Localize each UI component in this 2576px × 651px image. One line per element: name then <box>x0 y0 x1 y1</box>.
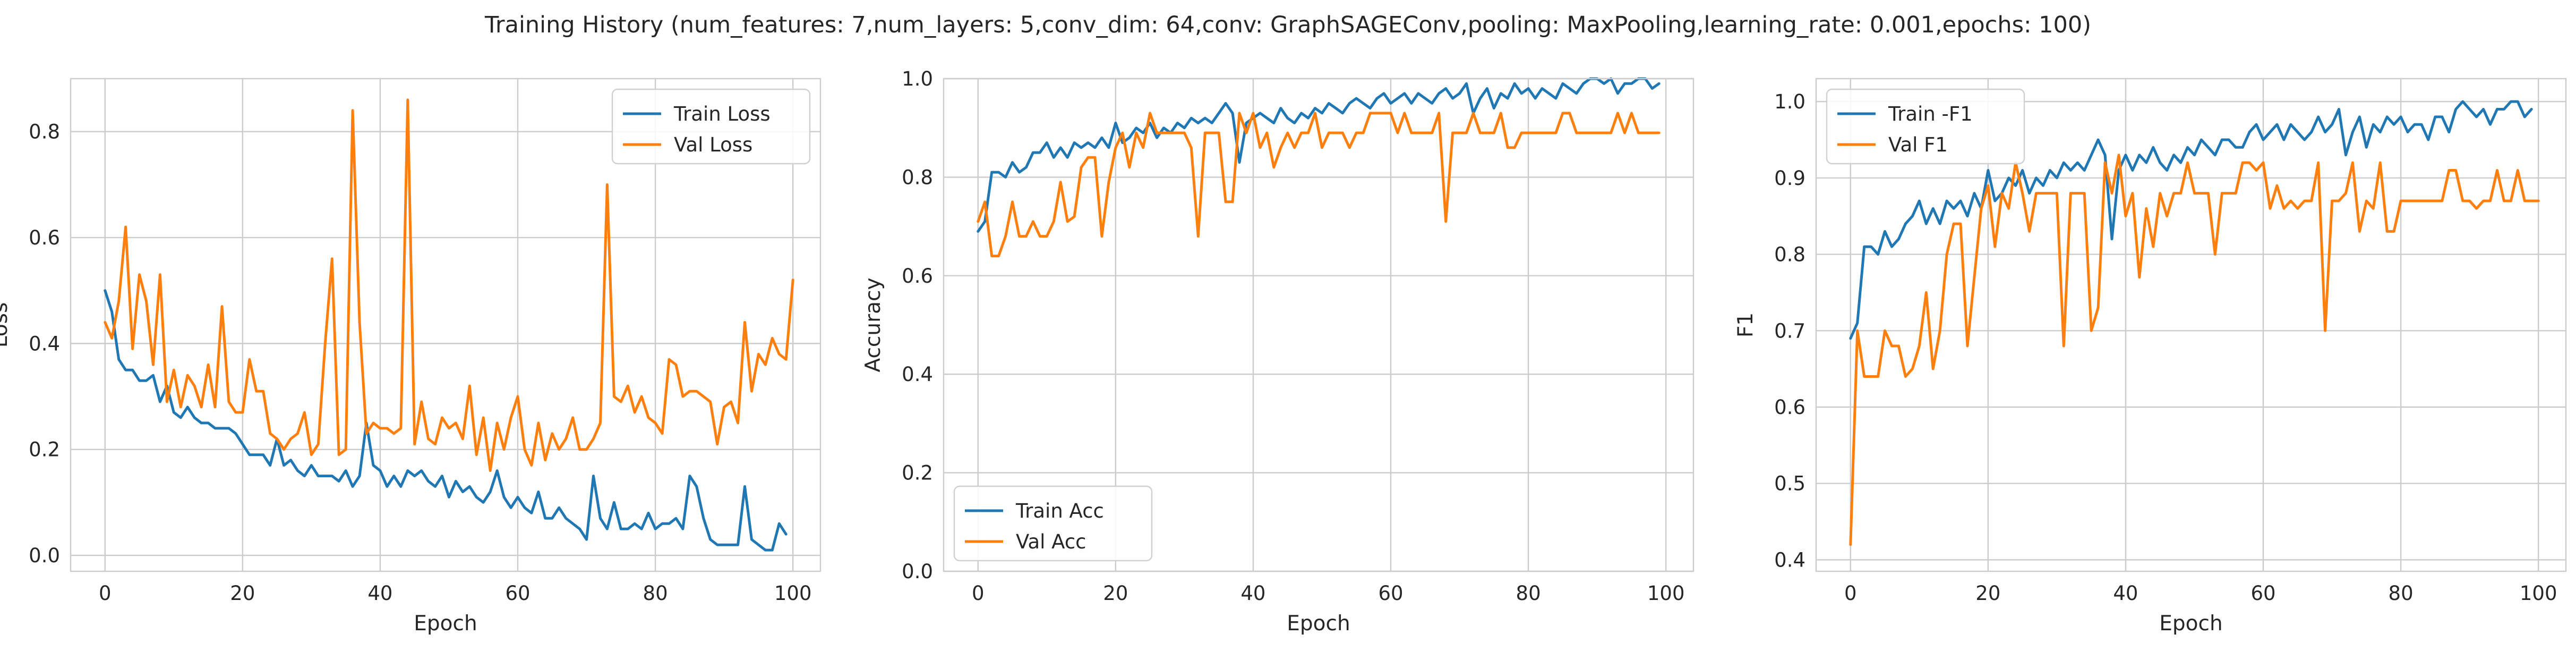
series-line-train <box>104 289 788 552</box>
x-tick-label: 40 <box>1240 582 1265 605</box>
x-tick-label: 80 <box>2389 582 2414 605</box>
y-axis-label: F1 <box>1734 312 1758 337</box>
x-tick-label: 20 <box>1975 582 2000 605</box>
y-tick-label: 0.4 <box>902 363 933 386</box>
series-line-train <box>977 77 1661 233</box>
y-tick-label: 0.2 <box>902 462 933 485</box>
x-tick-label: 0 <box>1844 582 1857 605</box>
x-tick-label: 100 <box>2520 582 2557 605</box>
y-axis-label: Loss <box>0 302 12 348</box>
x-tick-label: 80 <box>1516 582 1541 605</box>
y-tick-label: 0.2 <box>29 438 60 461</box>
legend-entry-label: Val Loss <box>674 133 752 156</box>
series-line-val <box>1849 154 2540 546</box>
x-tick-label: 100 <box>1647 582 1685 605</box>
legend: Train Acc Val Acc <box>953 485 1153 562</box>
y-tick-label: 0.9 <box>1774 167 1805 190</box>
y-tick-label: 0.4 <box>1774 548 1805 571</box>
chart-panel-3: 0 20 40 60 80 100 0.4 0.5 0.6 0.7 0.8 0.9 1.0 Epoch F1… <box>1734 78 2567 636</box>
legend: Train Loss Val Loss <box>611 88 811 165</box>
y-tick-label: 1.0 <box>902 67 933 90</box>
axes-frame <box>943 78 1694 572</box>
x-axis-label: Epoch <box>2159 612 2222 636</box>
y-tick-label: 1.0 <box>1774 90 1805 113</box>
chart-panel-2: 0 20 40 60 80 100 0.0 0.2 0.4 0.6 0.8 1.0 Epoch Accur… <box>861 67 1694 636</box>
legend: Train -F1 Val F1 <box>1826 88 2025 165</box>
y-tick-label: 0.7 <box>1774 319 1805 342</box>
y-tick-label: 0.6 <box>1774 396 1805 419</box>
x-tick-label: 40 <box>2113 582 2138 605</box>
series-line-val <box>104 98 794 472</box>
chart-panel-1: 0 20 40 60 80 100 0.0 0.2 0.4 0.6 0.8 Epoch Loss Trai… <box>0 78 821 636</box>
y-tick-label: 0.6 <box>29 226 60 249</box>
x-tick-label: 40 <box>367 582 392 605</box>
y-tick-label: 0.8 <box>29 121 60 143</box>
x-tick-label: 60 <box>1378 582 1403 605</box>
y-tick-label: 0.8 <box>1774 243 1805 266</box>
x-tick-label: 0 <box>99 582 112 605</box>
y-tick-label: 0.8 <box>902 166 933 189</box>
legend-box <box>1826 88 2025 165</box>
x-tick-label: 100 <box>774 582 812 605</box>
x-tick-label: 20 <box>230 582 255 605</box>
series-line-train <box>1849 100 2533 340</box>
x-axis-label: Epoch <box>1287 612 1350 636</box>
x-tick-label: 60 <box>2250 582 2275 605</box>
axes-frame <box>1815 78 2567 572</box>
x-axis-label: Epoch <box>414 612 477 636</box>
y-axis-label: Accuracy <box>861 277 885 372</box>
x-tick-label: 0 <box>972 582 985 605</box>
legend-entry-label: Train -F1 <box>1888 103 1973 125</box>
legend-entry-label: Val F1 <box>1888 133 1948 156</box>
y-tick-label: 0.0 <box>29 544 60 567</box>
x-tick-label: 80 <box>643 582 668 605</box>
legend-entry-label: Train Acc <box>1015 500 1104 522</box>
legend-box <box>611 88 811 165</box>
y-tick-label: 0.4 <box>29 332 60 355</box>
figure-title: Training History (num_features: 7,num_la… <box>484 12 2092 38</box>
x-tick-label: 60 <box>505 582 530 605</box>
x-tick-label: 20 <box>1103 582 1128 605</box>
legend-entry-label: Train Loss <box>673 103 771 125</box>
legend-box <box>953 485 1153 562</box>
y-tick-label: 0.0 <box>902 560 933 583</box>
legend-entry-label: Val Acc <box>1016 530 1086 553</box>
series-line-val <box>977 112 1661 258</box>
y-tick-label: 0.5 <box>1774 472 1805 495</box>
y-tick-label: 0.6 <box>902 265 933 288</box>
axes-frame <box>70 78 821 572</box>
